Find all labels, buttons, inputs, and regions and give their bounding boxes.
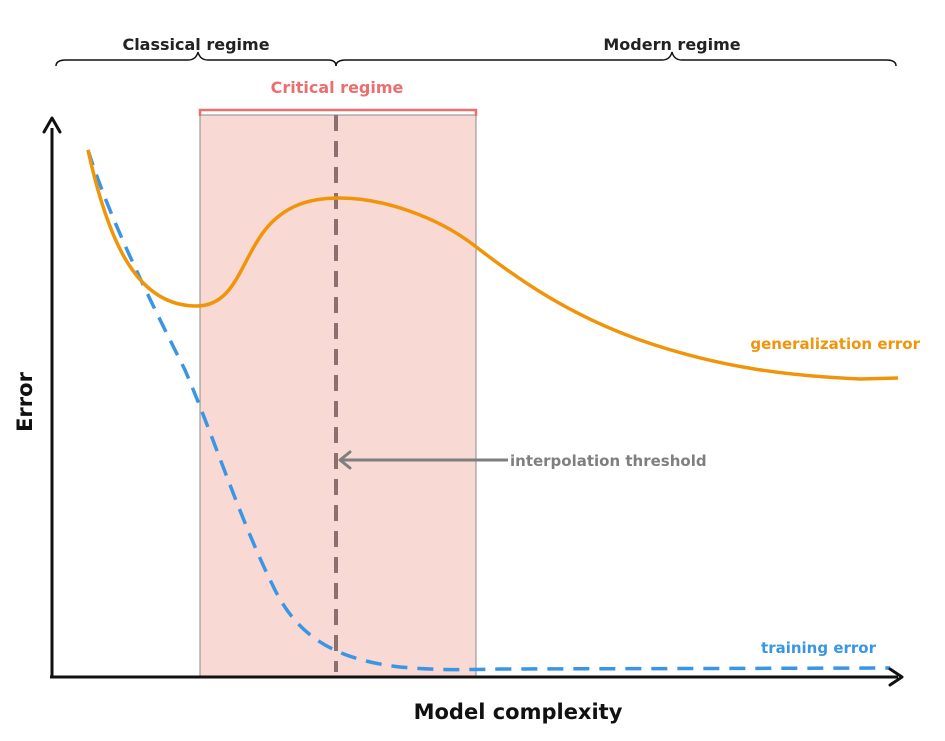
threshold-annotation-arrowhead [338,450,352,470]
training-error-label: training error [761,639,877,657]
generalization-error-curve [86,149,899,381]
training-error-curve [86,149,891,672]
modern-regime-label: Modern regime [603,35,740,54]
modern-regime-brace [335,51,897,67]
x-axis-arrowhead [888,667,904,687]
x-axis-label: Model complexity [414,700,623,724]
interpolation-threshold-label: interpolation threshold [510,452,707,470]
critical-regime-brace [198,108,478,116]
y-axis-arrowhead [42,116,62,134]
critical-regime-label: Critical regime [271,78,404,97]
classical-regime-brace [55,51,337,67]
classical-regime-label: Classical regime [122,35,269,54]
generalization-error-label: generalization error [750,335,920,353]
y-axis-label: Error [13,371,37,431]
